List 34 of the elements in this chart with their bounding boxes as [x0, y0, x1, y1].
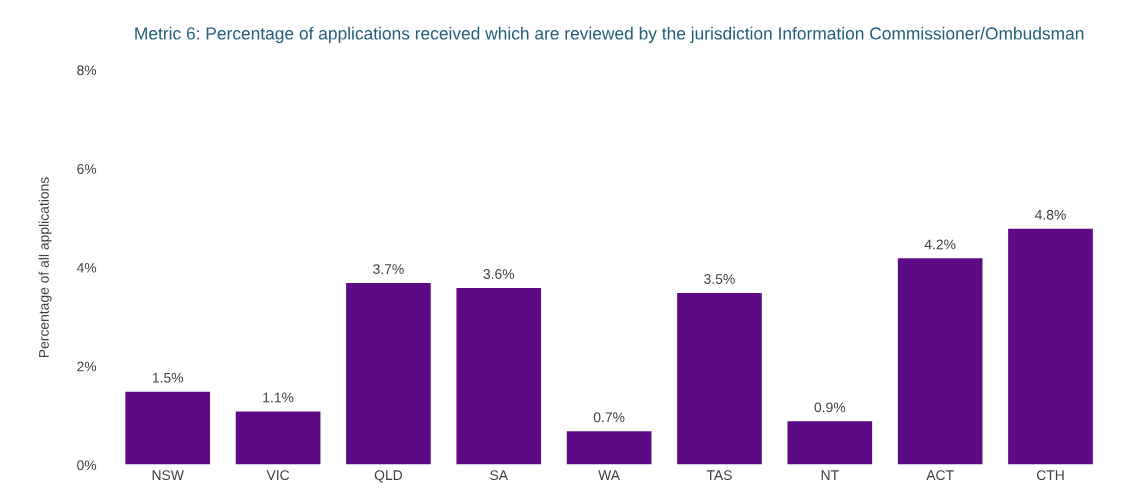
- x-tick-label: WA: [598, 470, 621, 480]
- x-tick-label: NSW: [152, 470, 184, 481]
- y-tick-label: 6%: [77, 164, 97, 174]
- bar: [896, 256, 984, 465]
- data-label: 0.7%: [593, 412, 625, 423]
- x-tick-label: NT: [821, 470, 839, 480]
- data-label: 4.2%: [924, 239, 956, 250]
- y-tick-label: 2%: [77, 361, 97, 372]
- x-tick-label: ACT: [926, 470, 954, 481]
- x-tick-label: SA: [490, 470, 509, 481]
- bar: [344, 281, 433, 465]
- bar: [234, 409, 322, 465]
- data-label: 4.8%: [1035, 209, 1066, 220]
- data-label: 3.5%: [704, 274, 735, 284]
- data-label: 3.7%: [373, 264, 404, 275]
- bar: [123, 390, 212, 465]
- y-tick-label: 4%: [76, 262, 97, 273]
- data-label: 1.1%: [263, 392, 294, 403]
- bar: [455, 286, 543, 465]
- y-tick-label: 0%: [77, 460, 97, 471]
- data-label: 0.9%: [814, 402, 846, 413]
- data-label: 1.5%: [152, 372, 184, 383]
- x-tick-label: QLD: [374, 470, 403, 483]
- y-tick-label: 8%: [77, 65, 97, 76]
- data-label: 3.6%: [483, 269, 515, 279]
- x-tick-label: TAS: [706, 470, 732, 481]
- x-tick-label: CTH: [1036, 470, 1064, 481]
- bar: [1006, 227, 1095, 465]
- chart-title: Metric 6: Percentage of applications received which are reviewed by the jurisdiction Information Commissioner/Ombudsman: [135, 26, 1084, 44]
- y-axis-title: Percentage of all applications: [38, 177, 52, 358]
- x-tick-label: VIC: [266, 470, 290, 481]
- bar: [786, 419, 874, 465]
- bar: [565, 429, 653, 465]
- bar: [675, 291, 764, 465]
